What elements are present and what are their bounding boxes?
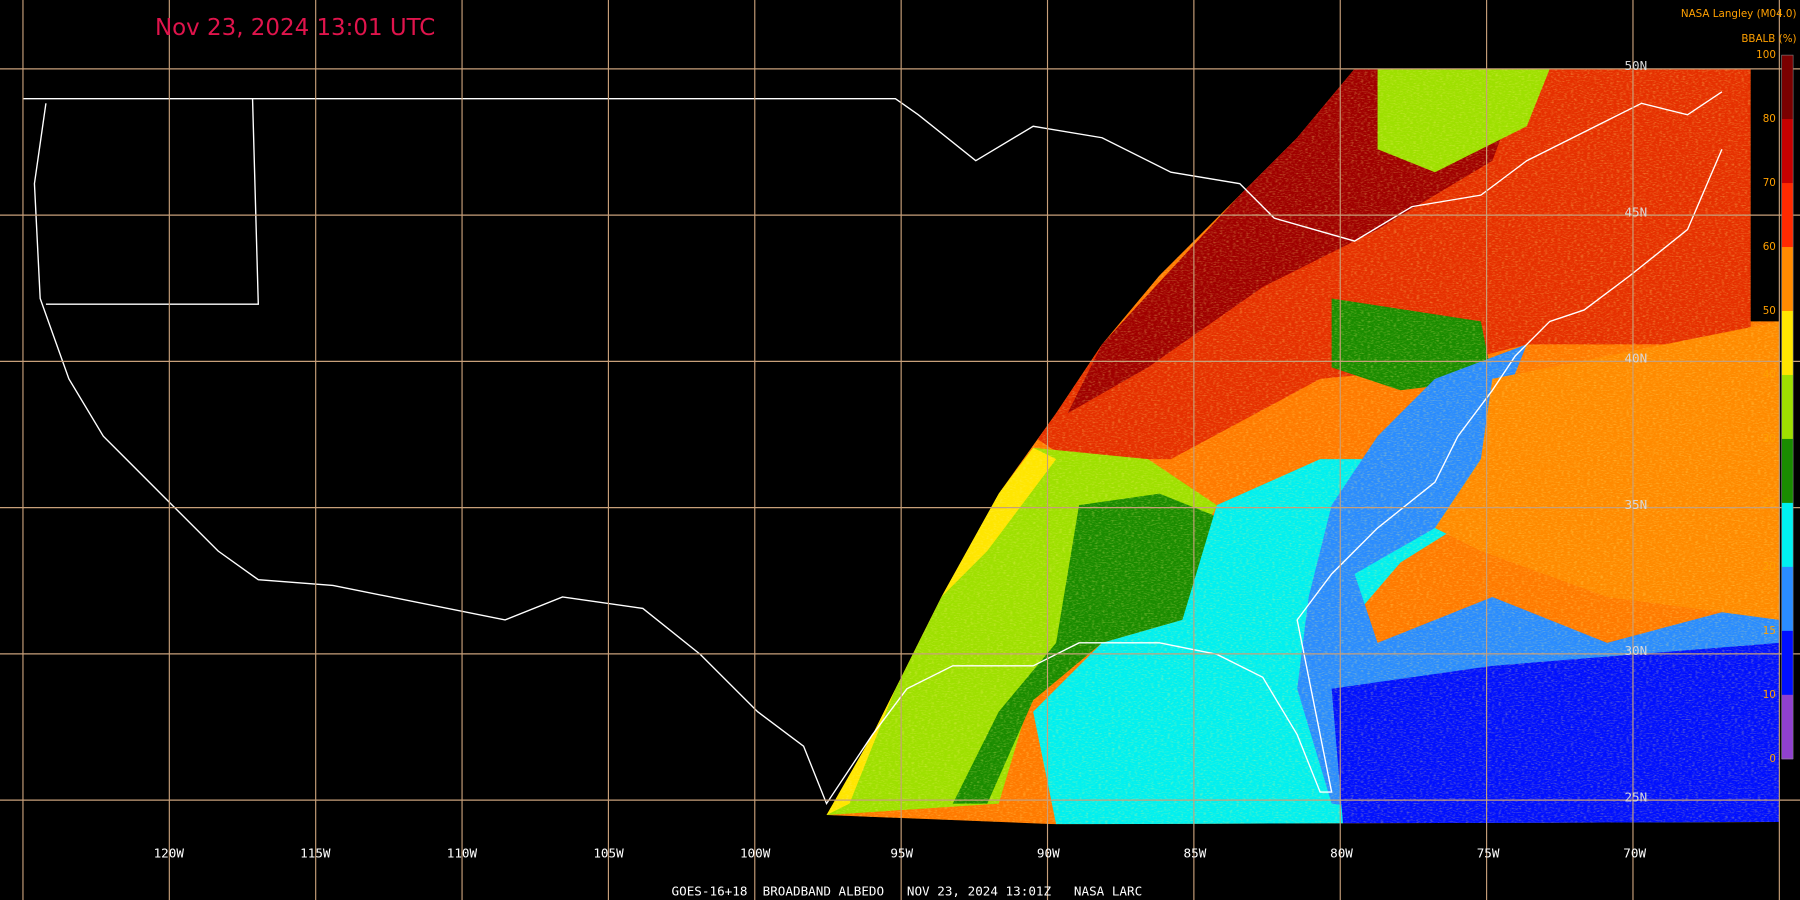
- longitude-label: 90W: [1037, 846, 1060, 861]
- longitude-label: 110W: [447, 846, 478, 861]
- colorbar-title: BBALB (%): [1741, 33, 1796, 45]
- colorbar-tick-label: 60: [1763, 241, 1776, 253]
- longitude-label: 70W: [1623, 846, 1646, 861]
- latitude-label: 30N: [1624, 643, 1647, 658]
- colorbar-segment: [1781, 55, 1794, 120]
- colorbar-segment: [1781, 438, 1794, 504]
- colorbar-tick-label: 70: [1763, 177, 1776, 189]
- colorbar-segment: [1781, 247, 1794, 312]
- latitude-label: 45N: [1624, 204, 1647, 219]
- colorbar-frame: [1781, 54, 1794, 760]
- colorbar-tick-label: 100: [1756, 49, 1776, 61]
- footer: GOES-16+18 BROADBAND ALBEDO NOV 23, 2024…: [672, 883, 1143, 898]
- colorbar-tick-label: 0: [1769, 753, 1776, 765]
- latitude-label: 40N: [1624, 351, 1647, 366]
- colorbar-segment: [1781, 310, 1794, 376]
- longitude-label: 85W: [1184, 846, 1207, 861]
- border-north: [22, 91, 1723, 242]
- colorbar-segment: [1781, 374, 1794, 440]
- colorbar-segment: [1781, 183, 1794, 248]
- longitude-label: 75W: [1477, 846, 1500, 861]
- longitude-label: 95W: [890, 846, 913, 861]
- colorbar-tick-label: 20: [1763, 561, 1776, 573]
- longitude-label: 120W: [154, 846, 185, 861]
- longitude-label: 115W: [300, 846, 331, 861]
- colorbar-tick-label: 10: [1763, 689, 1776, 701]
- longitude-label: 80W: [1330, 846, 1353, 861]
- latitude-label: 35N: [1624, 497, 1647, 512]
- longitude-label: 100W: [740, 846, 771, 861]
- colorbar-tick-label: 25: [1763, 497, 1776, 509]
- latitude-label: 25N: [1624, 789, 1647, 804]
- colorbar-tick-label: 30: [1763, 433, 1776, 445]
- colorbar-segment: [1781, 119, 1794, 184]
- longitude-label: 105W: [593, 846, 624, 861]
- colorbar-segment: [1781, 502, 1794, 568]
- colorbar-tick-label: 15: [1763, 625, 1776, 637]
- colorbar-tick-label: 50: [1763, 305, 1776, 317]
- colorbar-segment: [1781, 630, 1794, 696]
- colorbar-segment: [1781, 566, 1794, 632]
- colorbar-tick-label: 80: [1763, 113, 1776, 125]
- satellite-imagery: [826, 68, 1780, 825]
- state-lines: [45, 98, 259, 305]
- latitude-label: 50N: [1624, 58, 1647, 73]
- credit: NASA Langley (M04.0): [1681, 8, 1797, 20]
- colorbar-tick-label: 40: [1763, 369, 1776, 381]
- timestamp: Nov 23, 2024 13:01 UTC: [155, 15, 435, 41]
- colorbar-segment: [1781, 694, 1794, 760]
